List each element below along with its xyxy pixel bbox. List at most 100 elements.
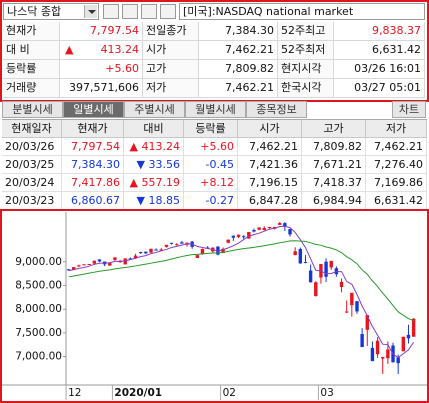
- field-value: 9,838.37: [334, 22, 425, 41]
- value-cell: +8.12: [184, 174, 238, 192]
- value-cell: 7,384.30: [62, 156, 124, 174]
- tab[interactable]: 일별시세: [63, 101, 124, 118]
- field-label: 거래량: [3, 79, 60, 98]
- chart-button[interactable]: 차트: [392, 101, 426, 118]
- column-header: 고가: [302, 120, 366, 138]
- candle-body: [123, 258, 127, 265]
- field-value: 03/26 16:01: [334, 60, 425, 79]
- field-label: 52주최고: [278, 22, 334, 41]
- y-tick-label: 7,000.00: [15, 351, 62, 363]
- y-tick-label: 9,000.00: [15, 256, 62, 268]
- field-value: 397,571,606: [60, 79, 143, 98]
- value-cell: 6,847.28: [238, 192, 302, 210]
- candle-body: [401, 336, 406, 352]
- candle-body: [113, 257, 117, 260]
- candle-body: [149, 248, 153, 253]
- candle-body: [288, 229, 292, 235]
- date-cell: 20/03/26: [2, 138, 62, 156]
- candle-body: [370, 347, 375, 362]
- candle-body: [77, 265, 81, 267]
- candle-body: [226, 239, 230, 243]
- value-cell: 7,671.21: [302, 156, 366, 174]
- field-value: +5.60: [60, 60, 143, 79]
- chart-panel: [0, 209, 429, 403]
- value-cell: 7,462.21: [238, 138, 302, 156]
- date-cell: 20/03/24: [2, 174, 62, 192]
- candle-body: [360, 334, 364, 348]
- tab[interactable]: 분별시세: [2, 101, 63, 118]
- field-value: 7,462.21: [199, 41, 278, 60]
- candle-body: [375, 340, 380, 355]
- candle-body: [175, 244, 179, 246]
- value-cell: 7,196.15: [238, 174, 302, 192]
- value-cell: 7,462.21: [366, 138, 427, 156]
- column-header: 저가: [366, 120, 427, 138]
- candle-body: [262, 228, 266, 231]
- prev-button[interactable]: [122, 4, 138, 19]
- field-value: 6,631.42: [334, 41, 425, 60]
- field-value: 413.24: [60, 41, 143, 60]
- candle-body: [303, 262, 308, 264]
- candle-body: [314, 282, 318, 296]
- value-cell: 7,418.37: [302, 174, 366, 192]
- column-header: 현재가: [62, 120, 124, 138]
- candle-body: [200, 249, 205, 255]
- column-header: 현재일자: [2, 120, 62, 138]
- candle-body: [308, 270, 313, 283]
- candle-body: [169, 242, 174, 244]
- index-select[interactable]: 나스닥 종합: [3, 3, 99, 20]
- candle-body: [66, 269, 71, 271]
- field-value: 7,462.21: [199, 79, 278, 98]
- x-tick-label: 2020/01: [114, 387, 162, 399]
- candle-body: [128, 258, 133, 260]
- candle-body: [241, 236, 246, 238]
- search-button[interactable]: [103, 4, 119, 19]
- candle-body: [293, 251, 297, 256]
- market-box: [미국]:NASDAQ national market: [179, 3, 425, 20]
- candle-body: [231, 235, 236, 238]
- candle-body: [221, 248, 225, 253]
- candle-body: [108, 263, 112, 266]
- candle-body: [180, 242, 184, 244]
- field-label: 대 비: [3, 41, 60, 60]
- field-value: 7,384.30: [199, 22, 278, 41]
- value-cell: ▼ 33.56: [124, 156, 184, 174]
- candle-body: [381, 357, 385, 359]
- change-arrow: ▲: [65, 43, 74, 56]
- next-button[interactable]: [141, 4, 157, 19]
- tab[interactable]: 종목정보: [246, 101, 307, 118]
- x-tick-label: 12: [68, 387, 81, 399]
- candle-body: [339, 281, 344, 288]
- candle-body: [386, 349, 390, 359]
- value-cell: 7,169.86: [366, 174, 427, 192]
- value-cell: ▲ 413.24: [124, 138, 184, 156]
- column-header: 시가: [238, 120, 302, 138]
- candle-body: [252, 230, 256, 232]
- field-label: 52주최저: [278, 41, 334, 60]
- candle-body: [87, 264, 91, 266]
- moving-average: [68, 225, 415, 359]
- chart: 9,000.00 8,500.00 8,000.00 7,500.00 7,000.00…: [2, 212, 427, 400]
- candle-body: [97, 259, 102, 262]
- candle-body: [133, 255, 138, 259]
- candle-body: [144, 251, 148, 254]
- candle-body: [267, 227, 272, 229]
- menu-button[interactable]: [160, 4, 176, 19]
- value-cell: 7,417.86: [62, 174, 124, 192]
- dropdown-button[interactable]: [84, 5, 97, 18]
- tab[interactable]: 주별시세: [124, 101, 185, 118]
- value-cell: -0.45: [184, 156, 238, 174]
- value-cell: ▲ 557.19: [124, 174, 184, 192]
- value-cell: 7,809.82: [302, 138, 366, 156]
- candle-body: [344, 311, 349, 313]
- tab[interactable]: 월별시세: [185, 101, 246, 118]
- field-label: 전일종가: [143, 22, 199, 41]
- field-value: 7,809.82: [199, 60, 278, 79]
- field-label: 고가: [143, 60, 199, 79]
- candle-body: [72, 267, 76, 270]
- summary-table: 현재가 7,797.54 전일종가 7,384.30 52주최고 9,838.37 대 비 ▲…: [3, 22, 425, 99]
- field-value: 7,797.54: [60, 22, 143, 41]
- field-label: 저가: [143, 79, 199, 98]
- field-label: 현지시각: [278, 60, 334, 79]
